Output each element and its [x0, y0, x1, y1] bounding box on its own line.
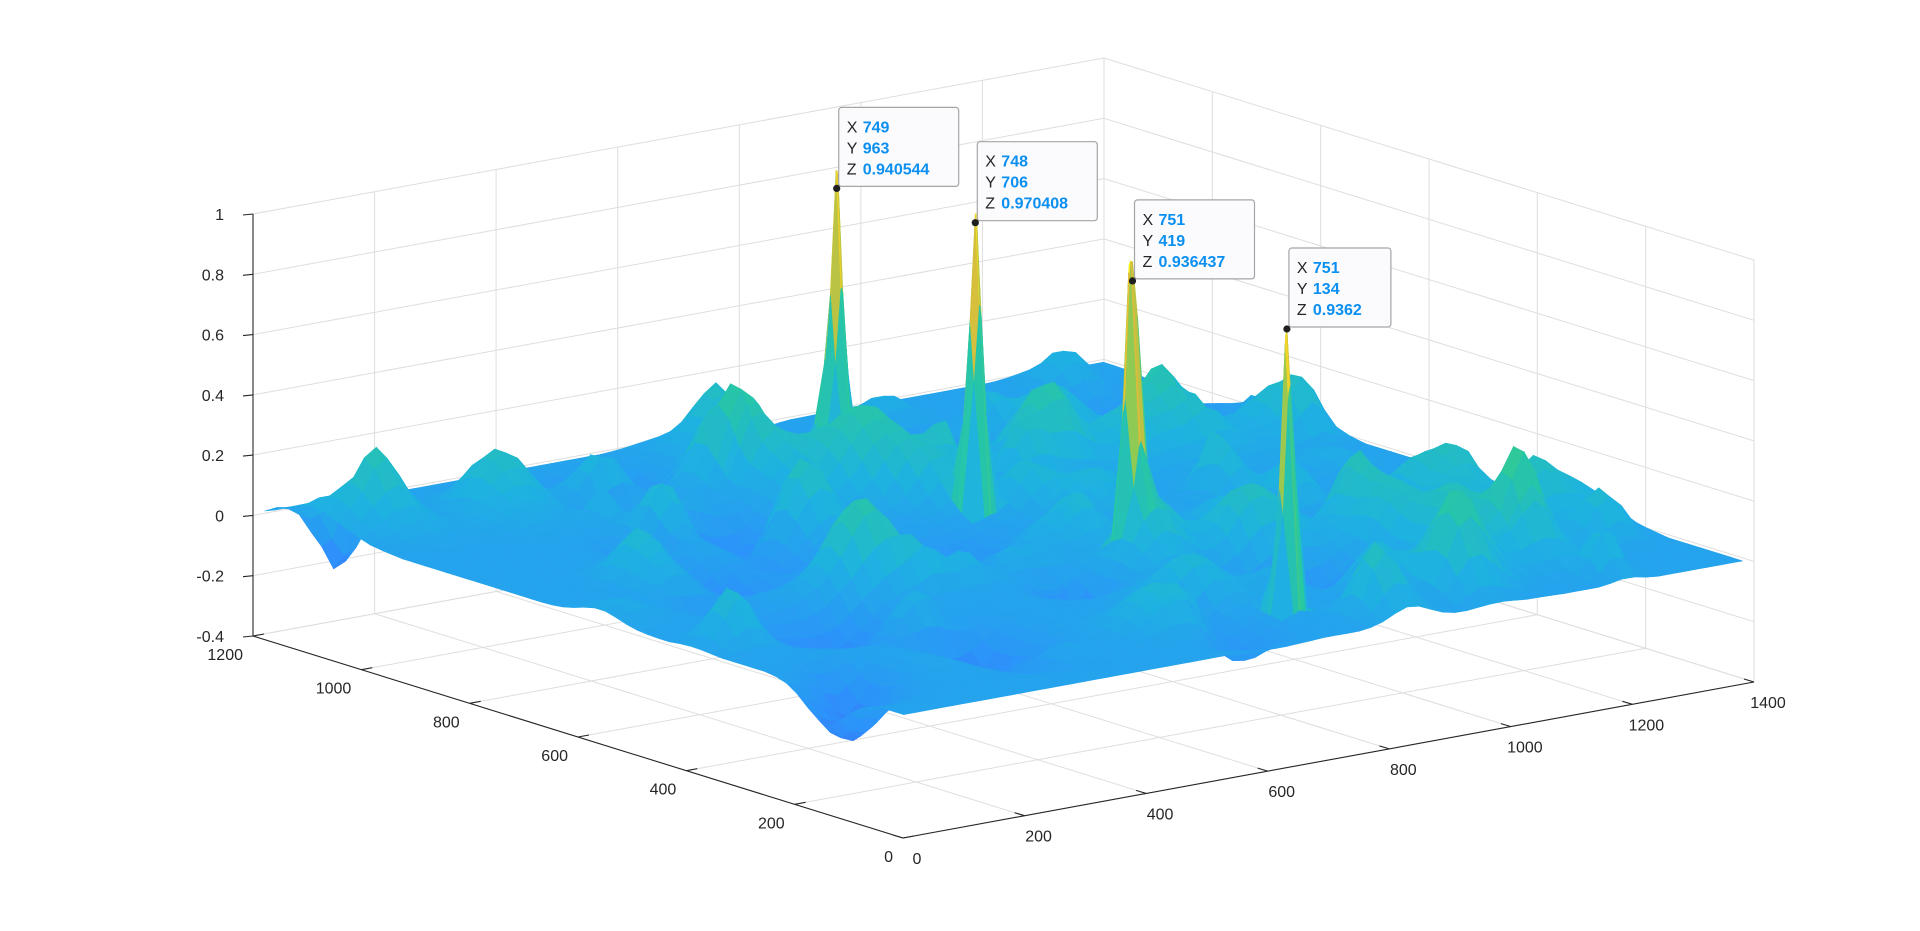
datatip-value: 751 [1159, 212, 1186, 229]
x-tick-mark [893, 835, 903, 838]
x-tick-label: 1400 [1750, 695, 1786, 712]
y-tick-label: 1000 [316, 681, 352, 698]
y-tick-label: 0 [884, 849, 893, 866]
y-tick-mark [361, 668, 372, 670]
datatip[interactable]: X 751 Y 134 Z 0.9362 [1283, 248, 1391, 333]
x-tick-mark [1258, 768, 1268, 771]
grid-line-wall-z [253, 58, 1104, 214]
z-tick-label: -0.4 [196, 629, 224, 646]
datatip-key: Y [985, 175, 996, 192]
x-tick-label: 0 [913, 851, 922, 868]
z-tick-mark [243, 455, 253, 456]
y-tick-mark [903, 836, 914, 838]
datatip-key: X [847, 119, 858, 136]
x-tick-mark [1744, 679, 1754, 682]
datatip[interactable]: X 749 Y 963 Z 0.940544 [833, 107, 959, 192]
z-tick-label: 0.4 [202, 388, 224, 405]
x-tick-label: 1000 [1507, 740, 1543, 757]
datatip-key: Y [1143, 233, 1154, 250]
datatip[interactable]: X 748 Y 706 Z 0.970408 [972, 142, 1098, 227]
z-tick-label: 0.6 [202, 328, 224, 345]
datatip-key: Z [985, 196, 995, 213]
y-tick-mark [253, 634, 264, 636]
datatip-key: X [985, 154, 996, 171]
datatip-value: 706 [1001, 175, 1028, 192]
surface [265, 170, 1743, 740]
z-tick-mark [243, 636, 253, 637]
datatip-marker [1129, 277, 1136, 284]
datatip-marker [972, 219, 979, 226]
datatip-key: Z [1143, 254, 1153, 271]
x-tick-mark [1379, 746, 1389, 749]
datatip-key: X [1143, 212, 1154, 229]
datatip-value: 134 [1313, 281, 1340, 298]
datatip-marker [833, 185, 840, 192]
datatip-value: 748 [1001, 154, 1028, 171]
x-tick-label: 600 [1268, 784, 1295, 801]
z-tick-mark [243, 576, 253, 577]
datatip-value: 749 [863, 119, 890, 136]
datatip[interactable]: X 751 Y 419 Z 0.936437 [1129, 200, 1255, 285]
datatip-value: 0.9362 [1313, 302, 1362, 319]
x-tick-label: 800 [1390, 762, 1417, 779]
x-axis-line [903, 682, 1754, 838]
datatip-value: 0.936437 [1159, 254, 1226, 271]
datatip-value: 963 [863, 140, 890, 157]
z-tick-mark [243, 214, 253, 215]
y-tick-label: 1200 [207, 647, 243, 664]
y-tick-label: 400 [650, 782, 677, 799]
datatip-value: 0.970408 [1001, 196, 1068, 213]
y-tick-label: 600 [541, 748, 568, 765]
datatip-key: Z [1297, 302, 1307, 319]
y-tick-mark [795, 802, 806, 804]
z-tick-mark [243, 395, 253, 396]
x-tick-mark [1501, 724, 1511, 727]
x-tick-mark [1015, 813, 1025, 816]
datatip-key: Y [847, 140, 858, 157]
x-tick-mark [1136, 790, 1146, 793]
y-tick-label: 200 [758, 815, 785, 832]
y-tick-mark [686, 769, 697, 771]
z-tick-label: 0 [215, 508, 224, 525]
datatip-value: 0.940544 [863, 161, 930, 178]
z-tick-mark [243, 274, 253, 275]
x-tick-mark [1622, 701, 1632, 704]
datatip-key: X [1297, 260, 1308, 277]
y-tick-mark [470, 701, 481, 703]
z-tick-label: -0.2 [196, 569, 224, 586]
z-tick-mark [243, 515, 253, 516]
x-tick-label: 200 [1025, 829, 1052, 846]
datatip-key: Z [847, 161, 857, 178]
datatip-value: 751 [1313, 260, 1340, 277]
x-tick-label: 1200 [1629, 717, 1665, 734]
datatip-key: Y [1297, 281, 1308, 298]
datatip-value: 419 [1159, 233, 1186, 250]
y-tick-mark [578, 735, 589, 737]
y-tick-label: 800 [433, 714, 460, 731]
datatip-marker [1283, 325, 1290, 332]
z-tick-label: 1 [215, 207, 224, 224]
z-tick-label: 0.2 [202, 448, 224, 465]
x-tick-label: 400 [1147, 806, 1174, 823]
z-tick-mark [243, 335, 253, 336]
z-tick-label: 0.8 [202, 267, 224, 284]
